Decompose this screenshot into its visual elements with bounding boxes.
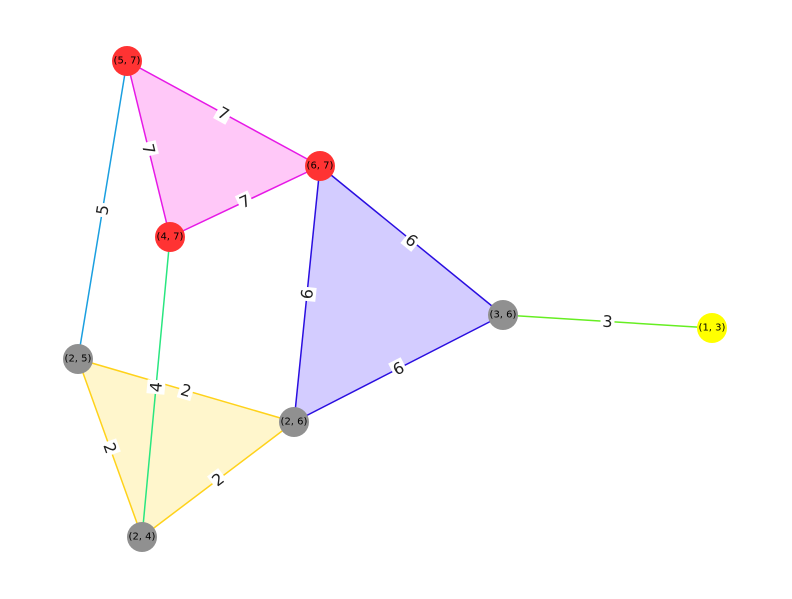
node-label: (2, 4) [129,532,156,543]
triangle-region [294,166,503,422]
node-label: (4, 7) [157,232,184,243]
graph-node: (2, 5) [63,344,93,374]
node-label: (2, 6) [281,417,308,428]
edge-weight-label: 5 [92,202,113,219]
graph-node: (6, 7) [305,151,335,181]
edge-weight-label: 6 [297,286,317,302]
node-label: (1, 3) [699,323,726,334]
edge-weight-label: 4 [146,379,166,395]
node-label: (3, 6) [490,310,517,321]
graph-node: (5, 7) [112,46,142,76]
edge-weight-text: 3 [602,312,613,332]
edge-weight-text: 6 [297,288,317,300]
edge-weight-text: 4 [146,381,166,393]
graph-node: (3, 6) [488,300,518,330]
graph-node: (4, 7) [155,222,185,252]
triangles-layer [78,61,503,537]
node-label: (6, 7) [307,161,334,172]
graph-node: (2, 4) [127,522,157,552]
node-label: (2, 5) [65,354,92,365]
graph-node: (2, 6) [279,407,309,437]
graph-node: (1, 3) [697,313,727,343]
node-label: (5, 7) [114,56,141,67]
edge-weight-label: 3 [600,312,615,332]
